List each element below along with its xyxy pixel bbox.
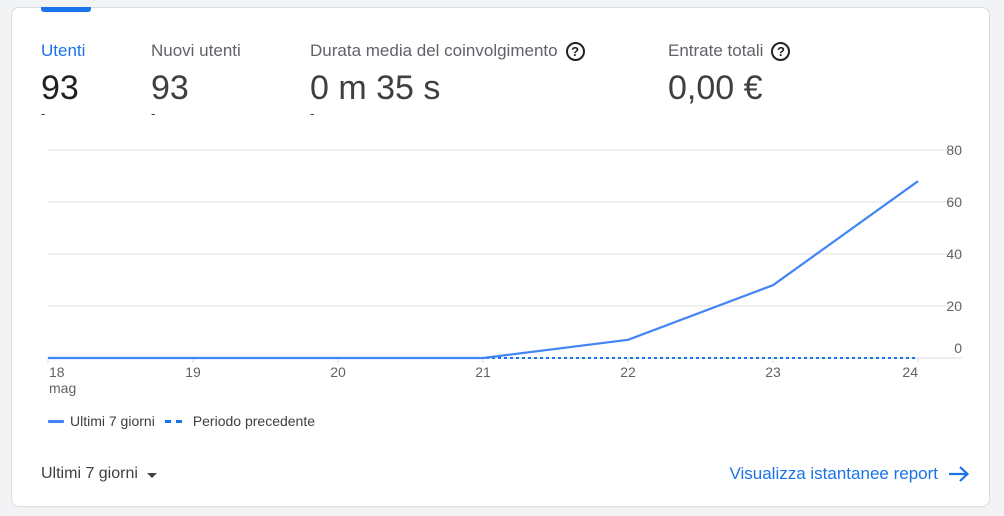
metric-revenue-label: Entrate totali ? <box>668 40 791 62</box>
view-report-snapshot-label: Visualizza istantanee report <box>729 464 938 483</box>
x-tick-label: 19 <box>185 364 201 380</box>
legend-item-previous[interactable]: Periodo precedente <box>164 413 316 429</box>
metric-users[interactable]: Utenti 93 - <box>41 40 85 122</box>
y-tick-label: 60 <box>946 194 962 210</box>
x-tick-label: 23 <box>765 364 781 380</box>
y-tick-label: 0 <box>954 340 962 356</box>
x-tick-label: 22 <box>620 364 636 380</box>
metric-engagement-time[interactable]: Durata media del coinvolgimento ? 0 m 35… <box>310 40 585 122</box>
legend-solid-swatch <box>48 419 64 423</box>
x-tick-label: 24 <box>902 364 918 380</box>
metric-users-delta: - <box>41 106 46 121</box>
analytics-card <box>11 7 990 507</box>
active-metric-indicator <box>41 7 91 12</box>
metric-engagement-time-value: 0 m 35 s <box>310 69 441 107</box>
view-report-snapshot-link[interactable]: Visualizza istantanee report <box>729 464 970 484</box>
x-tick-label: 21 <box>475 364 491 380</box>
x-tick-sublabel: mag <box>49 380 76 396</box>
y-tick-label: 20 <box>946 298 962 314</box>
metric-new-users[interactable]: Nuovi utenti 93 - <box>151 40 241 122</box>
arrow-right-icon <box>949 466 970 482</box>
date-range-dropdown[interactable]: Ultimi 7 giorni <box>41 465 157 483</box>
metric-engagement-time-delta: - <box>310 106 315 121</box>
y-tick-label: 80 <box>946 142 962 158</box>
metric-engagement-time-label: Durata media del coinvolgimento ? <box>310 40 585 62</box>
help-icon[interactable]: ? <box>771 41 791 61</box>
legend-item-current[interactable]: Ultimi 7 giorni <box>48 413 155 429</box>
legend-label-previous: Periodo precedente <box>192 413 316 429</box>
chart-legend: Ultimi 7 giorni Periodo precedente <box>48 413 325 429</box>
caret-down-icon <box>146 472 157 478</box>
series-line-current <box>48 180 919 360</box>
x-tick-label: 20 <box>330 364 346 380</box>
x-tick-label: 18 <box>49 364 65 380</box>
legend-dashed-swatch <box>164 419 183 423</box>
metric-revenue-value: 0,00 € <box>668 69 763 107</box>
metric-new-users-label: Nuovi utenti <box>151 41 241 60</box>
metric-new-users-value: 93 <box>151 69 189 107</box>
metric-new-users-delta: - <box>151 106 156 121</box>
help-icon[interactable]: ? <box>565 41 585 61</box>
metric-users-label: Utenti <box>41 41 86 60</box>
y-tick-label: 40 <box>946 246 962 262</box>
legend-label-current: Ultimi 7 giorni <box>70 413 155 429</box>
metric-revenue[interactable]: Entrate totali ? 0,00 € <box>668 40 791 107</box>
date-range-label: Ultimi 7 giorni <box>41 465 138 482</box>
metric-users-value: 93 <box>41 69 79 107</box>
